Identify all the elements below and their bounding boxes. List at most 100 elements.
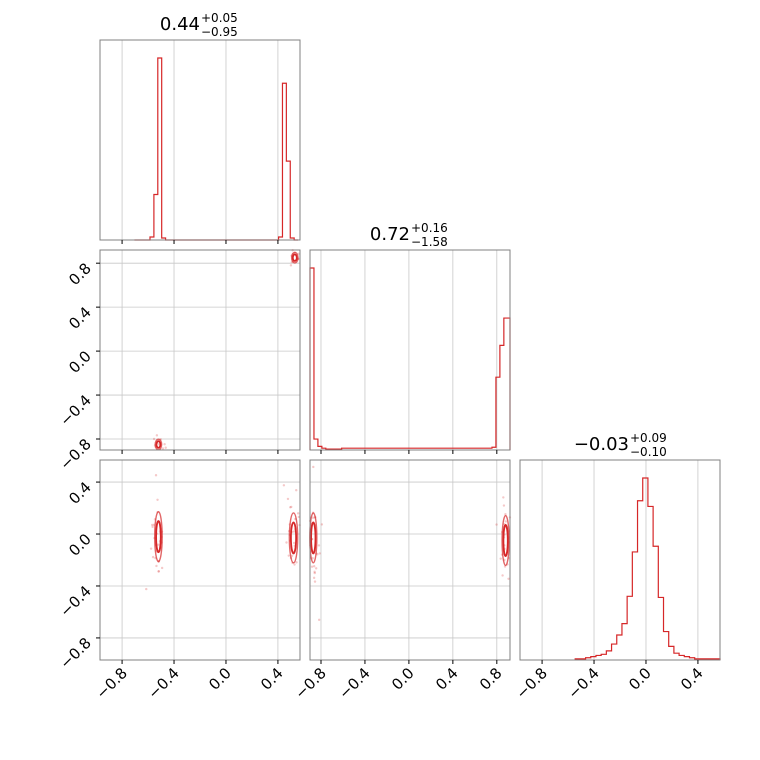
panel-frame-r2c2 [519,459,721,661]
xtick-label-c0-2: 0.0 [205,664,235,694]
title-param-1-lower: −1.58 [411,235,448,249]
scatter-point-0-9 [152,437,156,441]
scatter-point-4-24 [312,465,315,469]
scatter-point-2-28 [157,570,160,573]
title-param-0-lower: −0.95 [201,25,238,39]
scatter-point-3-8 [290,505,293,509]
scatter-point-4-28 [313,571,316,575]
histogram-param-0 [134,57,299,241]
xtick-label-c2-1: −0.4 [564,664,602,702]
scatter-point-4-25 [312,576,316,580]
contour-2-1 [155,520,162,554]
scatter-point-4-23 [312,565,316,568]
panel-frame-r0c0 [99,39,301,241]
scatter-point-3-5 [290,554,294,557]
scatter-point-3-13 [295,561,298,564]
scatter-point-3-2 [289,506,292,509]
scatter-point-4-7 [317,544,321,547]
xtick-label-c2-3: 0.4 [677,664,707,694]
title-param-2-upper: +0.09 [630,431,667,445]
xtick-label-c1-2: 0.0 [388,664,418,694]
scatter-point-4-21 [317,618,321,622]
ytick-label-r1-2: 0.0 [65,347,95,377]
scatter-point-5-25 [495,523,498,526]
contour-5-1 [502,524,509,558]
scatter-point-0-6 [161,447,165,450]
scatter-point-3-26 [297,515,301,519]
scatter-point-2-13 [156,498,159,502]
scatter-point-4-22 [314,567,318,570]
scatter-point-3-23 [295,489,298,492]
scatter-point-3-29 [285,541,288,544]
scatter-point-4-17 [311,557,314,560]
scatter-point-5-11 [504,513,507,516]
scatter-point-2-19 [149,547,153,550]
ytick-label-r2-1: −0.4 [56,582,94,620]
scatter-point-4-16 [318,552,321,555]
contour-2-0 [153,510,163,563]
scatter-point-5-6 [504,520,508,523]
scatter-point-5-29 [501,574,504,577]
data-layer [134,57,721,660]
panel-frame-r1c1 [309,249,511,451]
title-param-0: 0.44 [160,14,200,35]
contour-1-1 [291,253,298,262]
xtick-label-c0-0: −0.8 [92,664,130,702]
scatter-point-0-11 [155,434,159,437]
scatter-point-2-5 [151,555,155,559]
frame-layer [99,39,721,661]
scatter-point-4-29 [311,516,315,519]
scatter-point-5-24 [502,504,506,507]
scatter-point-2-18 [160,566,164,570]
scatter-point-5-7 [507,577,510,580]
scatter-point-3-9 [287,554,290,557]
xtick-label-c0-3: 0.4 [257,664,287,694]
xtick-label-c1-3: 0.4 [432,664,462,694]
scatter-point-3-21 [296,512,300,515]
ytick-label-r2-0: −0.8 [56,634,94,672]
scatter-point-3-17 [292,530,296,533]
ytick-label-r1-4: 0.8 [65,259,95,289]
scatter-point-2-10 [157,543,160,546]
ytick-label-r1-3: 0.4 [65,303,95,333]
xtick-label-c1-1: −0.4 [335,664,373,702]
scatter-point-5-20 [502,496,505,499]
scatter-point-2-3 [151,523,154,527]
scatter-point-4-1 [310,565,314,568]
title-param-1-upper: +0.16 [411,221,448,235]
scatter-point-1-5 [297,252,300,255]
scatter-point-2-16 [155,564,158,568]
scatter-point-2-4 [145,587,148,591]
title-param-1: 0.72 [370,224,410,245]
histogram-param-2 [574,477,721,660]
scatter-point-1-2 [289,264,293,267]
scatter-point-2-11 [157,570,160,573]
ytick-label-r1-1: −0.4 [56,391,94,429]
scatter-point-2-26 [151,525,154,529]
panel-frame-r2c1 [309,459,511,661]
contour-3-0 [288,512,299,564]
scatter-point-3-16 [286,497,290,501]
title-param-0-upper: +0.05 [201,11,238,25]
scatter-point-2-24 [154,474,158,477]
scatter-point-0-2 [164,446,167,449]
xtick-label-c1-0: −0.8 [291,664,329,702]
grid-layer [100,40,699,660]
contour-0-1 [155,440,162,449]
xtick-label-c2-2: 0.0 [625,664,655,694]
contour-5-0 [501,514,510,567]
xtick-label-c0-1: −0.4 [144,664,182,702]
xtick-label-c1-4: 0.8 [476,664,506,694]
scatter-point-3-25 [292,541,296,545]
panel-frame-r2c0 [99,459,301,661]
ytick-label-r2-3: 0.4 [65,478,95,508]
scatter-point-4-9 [320,523,324,526]
histogram-param-1 [309,267,511,450]
contour-4-1 [310,521,317,555]
contour-1-0 [290,251,299,264]
ytick-label-r2-2: 0.0 [65,530,95,560]
panel-frame-r1c0 [99,249,301,451]
scatter-point-0-7 [163,443,166,446]
scatter-point-3-15 [282,484,286,487]
